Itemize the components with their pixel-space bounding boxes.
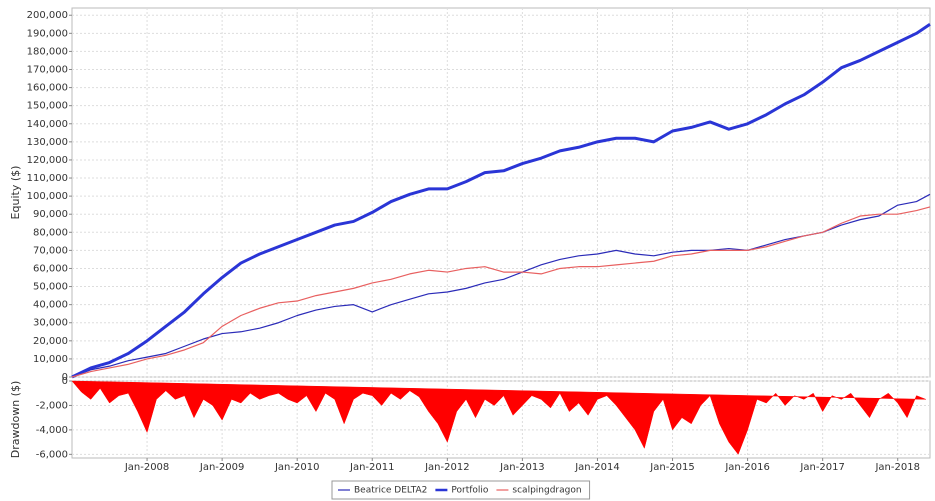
x-tick-label: Jan-2016 (724, 462, 769, 473)
y-tick-label: 50,000 (33, 282, 68, 293)
equity-plot-area (71, 7, 931, 378)
y-tick-label: 40,000 (33, 300, 68, 311)
y-tick-label: 190,000 (27, 28, 68, 39)
y-tick-label: -4,000 (36, 425, 68, 436)
y-tick-label: 160,000 (27, 83, 68, 94)
legend-label: Beatrice DELTA2 (354, 486, 427, 496)
legend-label: scalpingdragon (512, 486, 581, 496)
y-tick-label: 0 (62, 376, 68, 387)
y-tick-label: 100,000 (27, 191, 68, 202)
drawdown-area (71, 380, 926, 455)
y-tick-label: 180,000 (27, 46, 68, 57)
x-tick-label: Jan-2014 (574, 462, 619, 473)
y-tick-label: 0 (62, 372, 68, 383)
y-tick-label: 140,000 (27, 119, 68, 130)
x-tick-label: Jan-2018 (874, 462, 919, 473)
y-tick-label: 90,000 (33, 209, 68, 220)
y-tick-label: 200,000 (27, 10, 68, 21)
legend (331, 480, 591, 500)
series-line (71, 206, 931, 378)
y-tick-label: 80,000 (33, 227, 68, 238)
y-tick-label: 130,000 (27, 137, 68, 148)
y-tick-label: 110,000 (27, 173, 68, 184)
y-tick-label: 30,000 (33, 318, 68, 329)
y-tick-label: 60,000 (33, 263, 68, 274)
legend-label: Portfolio (451, 486, 489, 496)
x-tick-label: Jan-2011 (349, 462, 394, 473)
x-tick-label: Jan-2012 (424, 462, 469, 473)
x-tick-label: Jan-2017 (799, 462, 844, 473)
y-tick-label: -2,000 (36, 400, 68, 411)
y-tick-label: 20,000 (33, 336, 68, 347)
y-axis-label: Equity ($) (9, 166, 22, 220)
x-tick-label: Jan-2013 (499, 462, 544, 473)
x-tick-label: Jan-2009 (199, 462, 244, 473)
x-tick-label: Jan-2008 (124, 462, 169, 473)
y-tick-label: 170,000 (27, 65, 68, 76)
y-tick-label: 150,000 (27, 101, 68, 112)
y-axis-label: Drawdown ($) (9, 381, 22, 459)
series-line (71, 193, 931, 378)
series-line (71, 23, 931, 379)
y-tick-label: 120,000 (27, 155, 68, 166)
y-tick-label: -6,000 (36, 449, 68, 460)
x-tick-label: Jan-2015 (649, 462, 694, 473)
y-tick-label: 70,000 (33, 245, 68, 256)
x-tick-label: Jan-2010 (274, 462, 319, 473)
y-tick-label: 10,000 (33, 354, 68, 365)
